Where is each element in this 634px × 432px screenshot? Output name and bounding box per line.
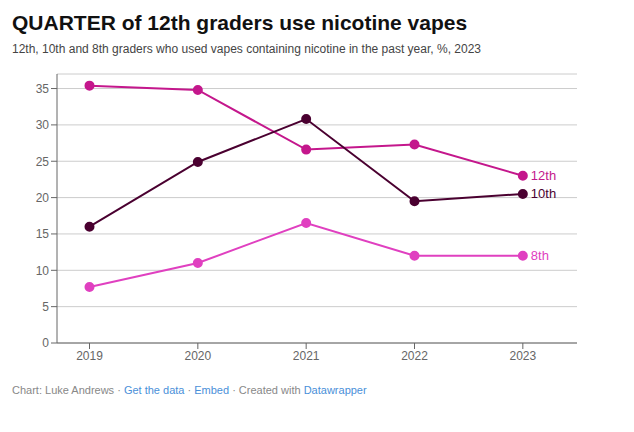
svg-text:12th: 12th <box>531 168 556 183</box>
svg-text:8th: 8th <box>531 248 549 263</box>
svg-text:0: 0 <box>42 336 49 350</box>
svg-text:10: 10 <box>36 264 50 278</box>
svg-text:20: 20 <box>36 191 50 205</box>
html-text:12th, 10th and 8th graders who: 12th, 10th and 8th graders who used vape… <box>12 42 481 56</box>
svg-text:25: 25 <box>36 155 50 169</box>
svg-text:2020: 2020 <box>184 349 211 363</box>
html-text:Chart: Luke Andrews · Get the: Chart: Luke Andrews · Get the data · Emb… <box>12 384 367 396</box>
svg-text:2019: 2019 <box>76 349 103 363</box>
svg-text:10th: 10th <box>531 186 556 201</box>
svg-text:2023: 2023 <box>509 349 536 363</box>
svg-text:2022: 2022 <box>401 349 428 363</box>
svg-text:2021: 2021 <box>293 349 320 363</box>
svg-text:5: 5 <box>42 300 49 314</box>
svg-text:30: 30 <box>36 118 50 132</box>
html-text:QUARTER of 12th graders use ni: QUARTER of 12th graders use nicotine vap… <box>12 11 468 34</box>
svg-text:15: 15 <box>36 227 50 241</box>
svg-text:35: 35 <box>36 82 50 96</box>
